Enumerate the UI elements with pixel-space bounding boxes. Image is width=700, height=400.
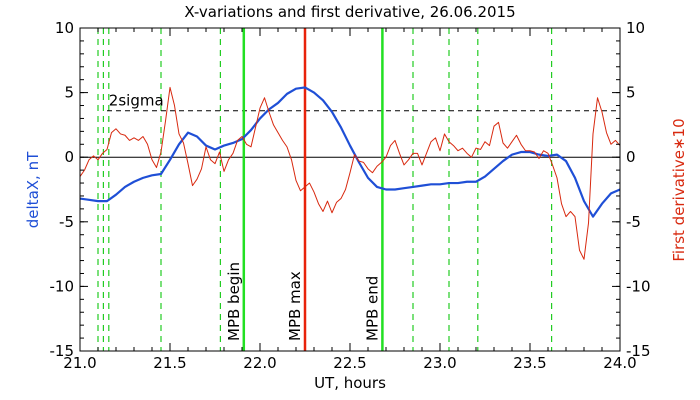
- y-tick-label-left: 0: [64, 148, 74, 166]
- x-tick-label: 22.0: [243, 354, 276, 372]
- x-tick-label: 21.0: [63, 354, 96, 372]
- y-tick-label-left: 10: [55, 19, 74, 37]
- series-group: [79, 86, 621, 260]
- event-label: MPB max: [286, 271, 304, 341]
- y-tick-label-left: -15: [50, 342, 75, 360]
- y-tick-label-right: -10: [626, 277, 651, 295]
- y-tick-label-right: 10: [626, 19, 645, 37]
- y-tick-label-right: 5: [626, 84, 636, 102]
- y-tick-label-right: 0: [626, 148, 636, 166]
- x-tick-label: 22.5: [333, 354, 366, 372]
- y-tick-label-left: -10: [50, 277, 75, 295]
- x-tick-label: 24.0: [603, 354, 636, 372]
- y-tick-label-left: 5: [64, 84, 74, 102]
- series-line-deltaX: [79, 86, 621, 218]
- y-axis-left-label: deltaX, nT: [24, 151, 42, 228]
- chart-title: X-variations and first derivative, 26.06…: [184, 3, 515, 21]
- marker-lines: [97, 28, 553, 351]
- axes-group: 21.0 21.5 22.0 22.5 23.0 23.5 24.0-15 -15-10 -10…: [50, 19, 651, 372]
- x-tick-label: 23.0: [423, 354, 456, 372]
- event-label: MPB begin: [225, 262, 243, 341]
- sigma-line-group: 2sigma: [107, 92, 620, 112]
- x-tick-label: 21.5: [153, 354, 186, 372]
- y-tick-label-right: -5: [626, 213, 641, 231]
- y-tick-label-right: -15: [626, 342, 651, 360]
- x-axis-label: UT, hours: [314, 374, 386, 392]
- sigma-label: 2sigma: [109, 92, 164, 110]
- x-tick-label: 23.5: [513, 354, 546, 372]
- y-axis-right-label: First derivative∗10: [670, 118, 688, 261]
- series-line-derivative: [79, 86, 621, 260]
- event-label: MPB end: [363, 276, 381, 341]
- event-lines: MPB begin MPB max MPB end: [225, 28, 384, 351]
- y-tick-label-left: -5: [59, 213, 74, 231]
